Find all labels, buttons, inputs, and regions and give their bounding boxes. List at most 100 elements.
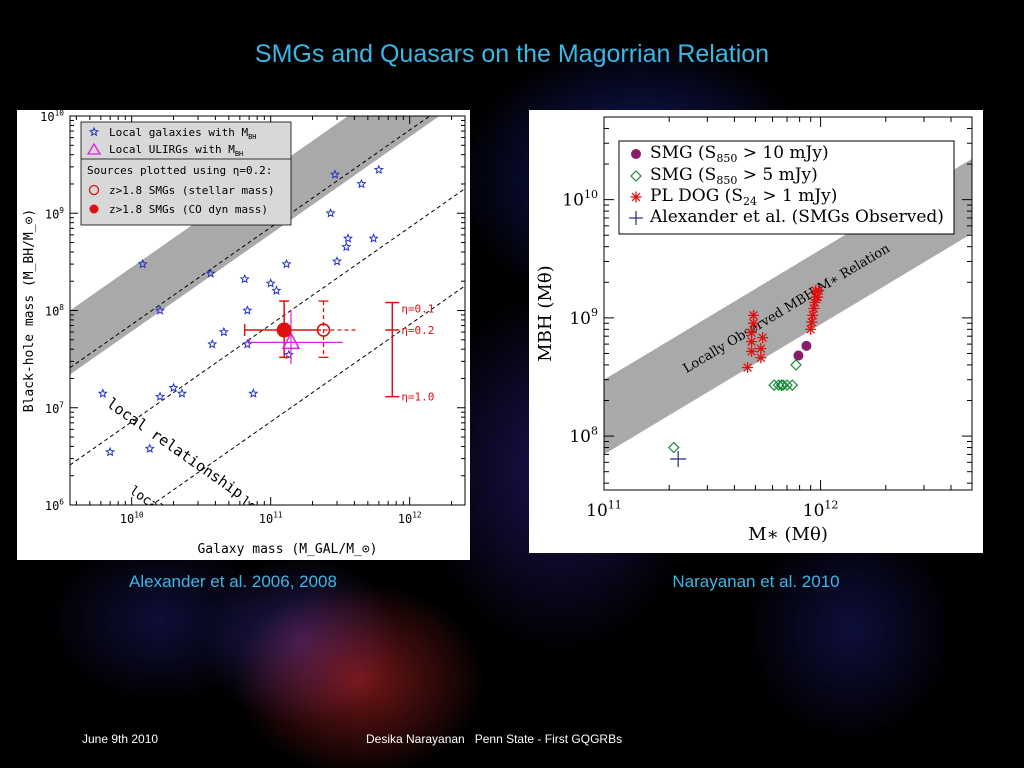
local-galaxy-star-9 — [207, 338, 218, 349]
pldog-asterisk-8 — [757, 332, 769, 344]
asterisk-stroke — [814, 286, 824, 295]
ulirg-triangle — [281, 331, 301, 350]
asterisk-stroke — [747, 337, 756, 346]
smg5-diamond-3 — [772, 379, 785, 391]
legend-item-2: PL DOG (S24 > 1 mJy) — [650, 186, 837, 208]
local-galaxy-star-26 — [368, 233, 379, 243]
y-tick-label-0: 108 — [569, 424, 598, 447]
right-chart-panel: Locally Observed MBH-M∗ Relation 1011 1012… — [529, 110, 983, 553]
legend-item-1: SMG (S850 > 5 mJy) — [650, 165, 818, 187]
alexander-plus-0 — [670, 451, 687, 468]
pldog-asterisk-9 — [805, 323, 817, 335]
local-galaxy-star-18 — [281, 258, 292, 269]
legend-item-1: Local ULIRGs with MBH — [109, 143, 243, 158]
asterisk-stroke — [809, 304, 819, 313]
left-legend-box — [80, 121, 292, 226]
local-relation-band — [70, 116, 440, 375]
footer-date: June 9th 2010 — [82, 732, 159, 746]
asterisk-stroke — [807, 317, 817, 327]
pldog-asterisk-3 — [746, 327, 758, 339]
smg5-diamond-5 — [781, 379, 793, 391]
pldog-asterisk-6 — [755, 352, 767, 364]
local-galaxy-star-24 — [342, 233, 353, 243]
smg10-circle-1 — [793, 350, 804, 361]
scaled-line-0 — [70, 188, 465, 466]
x-tick-label-0: 1011 — [586, 498, 622, 521]
local-galaxy-star-2 — [137, 258, 148, 269]
local-galaxy-star-22 — [331, 256, 343, 266]
y-tick-label-2: 1010 — [562, 188, 598, 211]
asterisk-stroke — [749, 318, 758, 328]
asterisk-stroke — [808, 311, 818, 320]
footer-center: Desika Narayanan Penn State - First GQGR… — [366, 732, 623, 746]
pldog-asterisk-1 — [746, 345, 758, 357]
pldog-asterisk-10 — [806, 316, 818, 328]
pldog-asterisk-12 — [808, 303, 820, 315]
right-legend-box — [618, 140, 955, 235]
legend-asterisk-icon — [630, 191, 642, 203]
local-galaxy-star-20 — [325, 208, 336, 218]
x-tick-label-1: 1011 — [259, 511, 283, 526]
asterisk-stroke — [747, 328, 756, 337]
legend-note: Sources plotted using η=0.2: — [87, 164, 272, 177]
left-y-axis-label: Black-hole mass (M_BH/M_⊙) — [22, 209, 37, 413]
y-tick-label-2: 108 — [45, 303, 64, 318]
local-galaxy-star-8 — [205, 268, 216, 278]
right-y-axis-label: MBH (Mθ) — [535, 265, 556, 361]
band-label: Locally Observed MBH-M∗ Relation — [681, 241, 893, 377]
y-tick-label-3: 109 — [45, 206, 64, 221]
eta-label-1: η=0.2 — [401, 324, 434, 337]
y-tick-label-4: 1010 — [40, 110, 64, 124]
x-tick-label-0: 1010 — [120, 511, 144, 526]
local-galaxy-star-0 — [97, 388, 108, 398]
pldog-asterisk-17 — [813, 285, 825, 297]
pldog-asterisk-4 — [747, 317, 759, 329]
y-tick-label-0: 106 — [45, 498, 64, 513]
smg5-diamond-1 — [790, 359, 802, 371]
scaled-line-1 — [150, 285, 465, 505]
eta-label-2: η=1.0 — [401, 391, 434, 404]
local-galaxy-star-1 — [105, 446, 116, 457]
x-tick-label-1: 1012 — [803, 498, 839, 521]
eta-label-0: η=0.1 — [401, 302, 434, 315]
asterisk-stroke — [747, 347, 756, 356]
legend-item-0: SMG (S850 > 10 mJy) — [650, 143, 829, 165]
y-tick-label-1: 107 — [45, 400, 64, 415]
right-legend: SMG (S850 > 10 mJy)SMG (S850 > 5 mJy)PL … — [618, 140, 955, 235]
local-galaxy-star-13 — [242, 338, 253, 349]
local-galaxy-star-15 — [265, 278, 276, 288]
right-plot-frame — [603, 116, 973, 491]
pldog-asterisk-0 — [742, 362, 754, 374]
legend-triangle-icon — [86, 142, 102, 155]
legend-diamond-icon — [630, 170, 642, 182]
local-galaxy-star-7 — [176, 388, 188, 398]
legend-item-2: z>1.8 SMGs (stellar mass) — [109, 184, 275, 197]
smg5-diamond-0 — [667, 441, 680, 454]
left-caption: Alexander et al. 2006, 2008 — [129, 572, 337, 591]
legend-star-icon — [89, 126, 99, 137]
asterisk-stroke — [631, 192, 641, 202]
right-axes: 1011 1012 108 109 1010 — [562, 116, 973, 521]
asterisk-stroke — [806, 324, 816, 334]
local-galaxy-star-5 — [154, 391, 166, 401]
local-galaxy-star-14 — [248, 388, 259, 398]
asterisk-stroke — [756, 353, 766, 363]
co-mass-circle — [276, 322, 292, 338]
legend-item-3: Alexander et al. (SMGs Observed) — [649, 207, 944, 227]
local-galaxy-star-16 — [271, 285, 282, 295]
smg5-diamond-6 — [786, 379, 799, 391]
left-axes: 1010 1011 1012 106 107 108 109 1010 — [40, 109, 465, 526]
local-galaxy-star-6 — [168, 382, 179, 393]
y-tick-label-1: 109 — [569, 306, 598, 329]
asterisk-stroke — [758, 333, 767, 343]
pldog-asterisk-5 — [747, 309, 759, 321]
local-galaxy-star-27 — [373, 164, 384, 175]
local-galaxy-star-10 — [218, 326, 229, 337]
local-galaxy-star-23 — [341, 241, 352, 252]
local-galaxy-star-4 — [154, 305, 166, 315]
right-chart: Locally Observed MBH-M∗ Relation 1011 1012… — [535, 116, 973, 545]
local-galaxy-star-21 — [329, 169, 341, 179]
legend-item-0: Local galaxies with MBH — [109, 126, 257, 141]
asterisk-stroke — [749, 311, 758, 320]
